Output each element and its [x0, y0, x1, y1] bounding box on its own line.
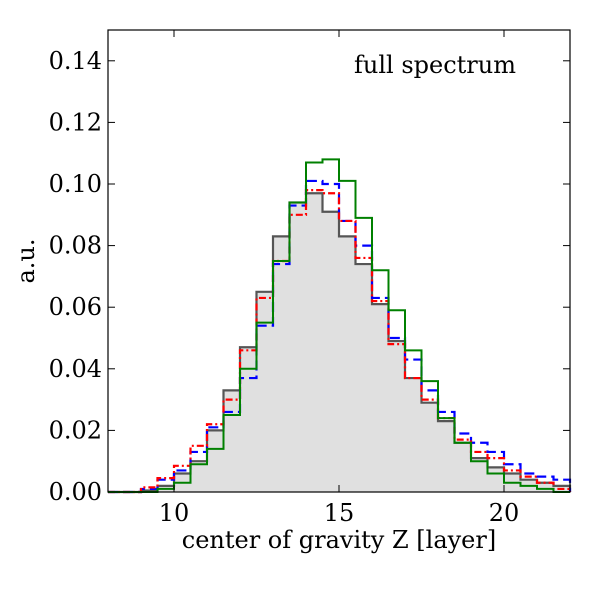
annotation-full-spectrum: full spectrum	[354, 51, 516, 79]
y-tick-label: 0.04	[49, 355, 102, 383]
x-tick-label: 20	[489, 499, 520, 527]
y-tick-label: 0.08	[49, 232, 102, 260]
y-axis-title: a.u.	[12, 238, 40, 283]
x-tick-label: 15	[324, 499, 355, 527]
series-3-histogram	[108, 158, 570, 493]
y-tick-label: 0.14	[49, 47, 102, 75]
y-tick-label: 0.06	[49, 293, 102, 321]
x-axis-title: center of gravity Z [layer]	[182, 526, 496, 554]
y-tick-label: 0.02	[49, 416, 102, 444]
y-tick-label: 0.00	[49, 478, 102, 506]
series-2-histogram	[108, 189, 572, 494]
y-tick-label: 0.10	[49, 170, 102, 198]
y-axis: 0.00 0.02 0.04 0.06 0.08 0.10 0.12 0.14	[49, 47, 570, 506]
series-layer	[108, 158, 572, 494]
x-tick-label: 10	[159, 499, 190, 527]
y-tick-label: 0.12	[49, 108, 102, 136]
x-axis: 10 15 20	[159, 30, 520, 527]
